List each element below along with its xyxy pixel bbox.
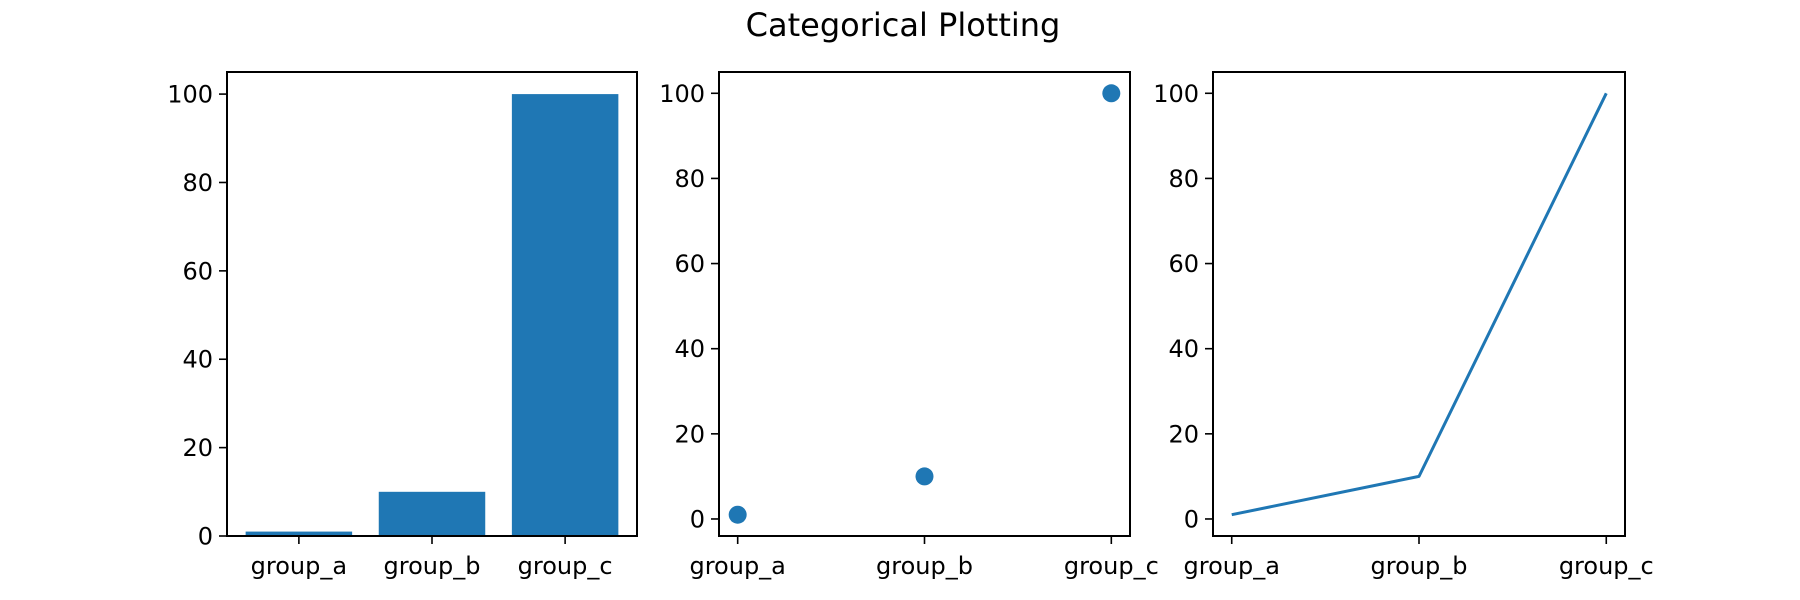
y-tick-label: 80 (182, 169, 213, 197)
y-tick-label: 60 (1168, 250, 1199, 278)
y-tick-label: 20 (674, 420, 705, 448)
y-tick-label: 80 (1168, 165, 1199, 193)
subplot-line: 0 20 40 60 80 100 group_a group_b group_c (1153, 71, 1654, 580)
y-tick-label: 100 (1153, 80, 1199, 108)
axes-frame (718, 71, 1131, 537)
x-tick-label: group_a (251, 552, 347, 580)
bar-group_c (511, 94, 619, 536)
x-tick-label: group_c (1559, 552, 1654, 580)
x-tick-label: group_a (1184, 552, 1280, 580)
series-line (1231, 92, 1608, 517)
y-tick-label: 40 (674, 335, 705, 363)
point-group_b (915, 467, 934, 486)
axes-frame (1212, 71, 1626, 537)
x-tick-label: group_b (384, 552, 481, 580)
y-tick-label: 40 (182, 346, 213, 374)
bar-group_a (245, 531, 353, 536)
x-tick-label: group_c (518, 552, 613, 580)
x-tick-label: group_c (1064, 552, 1159, 580)
y-tick-label: 0 (1184, 505, 1199, 533)
y-tick-label: 20 (182, 434, 213, 462)
figure-title: Categorical Plotting (746, 6, 1061, 44)
bar-group_b (378, 491, 486, 536)
y-tick-label: 40 (1168, 335, 1199, 363)
x-tick-label: group_b (1371, 552, 1468, 580)
point-group_a (728, 505, 747, 524)
y-tick-label: 0 (690, 505, 705, 533)
y-tick-label: 0 (198, 523, 213, 551)
y-tick-label: 100 (659, 80, 705, 108)
y-tick-label: 80 (674, 165, 705, 193)
point-group_c (1102, 84, 1121, 103)
subplot-bar: 0 20 40 60 80 100 group_a group_b group_c (167, 71, 638, 580)
y-tick-label: 20 (1168, 420, 1199, 448)
subplot-scatter: 0 20 40 60 80 100 group_a group_b group_c (659, 71, 1159, 580)
y-tick-label: 60 (182, 257, 213, 285)
x-tick-label: group_a (689, 552, 785, 580)
y-tick-label: 60 (674, 250, 705, 278)
x-tick-label: group_b (876, 552, 973, 580)
y-tick-label: 100 (167, 81, 213, 109)
